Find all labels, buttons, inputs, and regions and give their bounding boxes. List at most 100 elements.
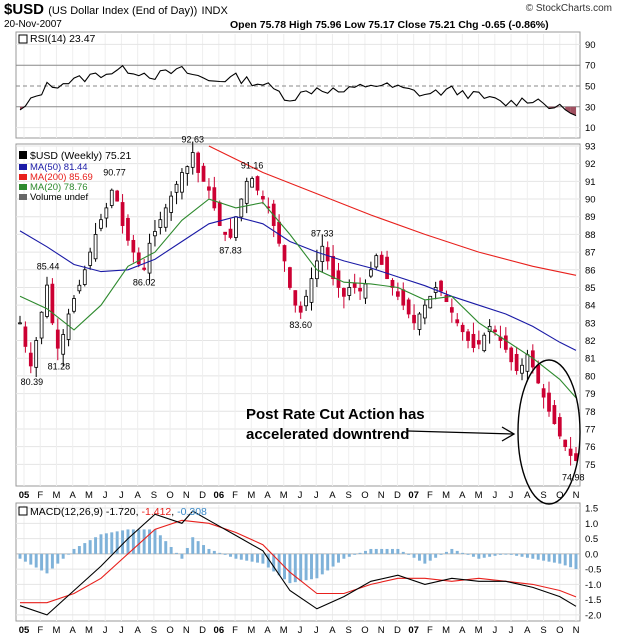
candle-body bbox=[455, 319, 460, 324]
macd-histogram-bar bbox=[407, 553, 411, 555]
candle-body bbox=[228, 228, 233, 238]
candle-body bbox=[304, 295, 308, 307]
ma200-legend-swatch bbox=[19, 174, 27, 180]
price-tick-label: 90 bbox=[585, 195, 596, 206]
macd-label: MACD(12,26,9) -1.720, -1.412, -0.308 bbox=[30, 506, 207, 518]
macd-histogram-bar bbox=[353, 553, 357, 555]
x-tick-label: A bbox=[524, 490, 531, 501]
candle-body bbox=[503, 335, 508, 350]
x-tick-label: J bbox=[103, 490, 108, 501]
histogram-value: -0.308 bbox=[177, 506, 207, 518]
x-tick-label: M bbox=[442, 490, 450, 501]
rsi-tick-label: 90 bbox=[585, 40, 596, 51]
macd-histogram-bar bbox=[531, 553, 535, 559]
x-tick-label: M bbox=[475, 625, 483, 636]
macd-histogram-bar bbox=[56, 553, 60, 564]
candle-body bbox=[406, 299, 411, 315]
macd-histogram-bar bbox=[94, 537, 98, 554]
x-tick-label: A bbox=[70, 625, 77, 636]
candle-body bbox=[174, 183, 179, 193]
ma50-line bbox=[19, 216, 577, 351]
x-tick-label: S bbox=[540, 490, 546, 501]
candle-body bbox=[55, 329, 60, 349]
macd-histogram-bar bbox=[515, 553, 519, 556]
macd-histogram-bar bbox=[256, 553, 259, 563]
macd-histogram-bar bbox=[223, 553, 227, 555]
price-label: $USD (Weekly) 75.21 bbox=[30, 150, 132, 162]
x-tick-label: 06 bbox=[214, 490, 225, 501]
x-tick-label: A bbox=[329, 490, 336, 501]
x-tick-label: A bbox=[134, 625, 141, 636]
macd-histogram-bar bbox=[239, 553, 243, 560]
rsi-tick-label: 50 bbox=[585, 82, 596, 93]
macd-histogram-bar bbox=[67, 553, 71, 555]
rsi-label: RSI(14) 23.47 bbox=[30, 33, 96, 45]
candle-body bbox=[369, 269, 373, 277]
annotation-arrowhead bbox=[501, 426, 516, 442]
macd-histogram-bar bbox=[450, 548, 454, 554]
chart-title: $USD (US Dollar Index (End of Day)) INDX bbox=[4, 1, 228, 18]
price-tick-label: 81 bbox=[585, 354, 596, 365]
x-tick-label: O bbox=[361, 625, 368, 636]
price-tick-label: 83 bbox=[585, 318, 596, 329]
x-tick-label: A bbox=[264, 625, 271, 636]
candle-body bbox=[401, 289, 406, 306]
candle-body bbox=[61, 334, 66, 355]
macd-histogram-bar bbox=[552, 553, 556, 563]
candle-body bbox=[72, 298, 76, 312]
candle-body bbox=[142, 267, 147, 270]
price-label-annotation: 85.44 bbox=[37, 262, 60, 272]
price-legend-swatch bbox=[19, 151, 27, 159]
macd-histogram-bar bbox=[326, 553, 330, 571]
candle-body bbox=[444, 295, 449, 303]
x-tick-label: 07 bbox=[408, 625, 419, 636]
macd-histogram-bar bbox=[331, 553, 335, 567]
stockcharts-logo: © StockCharts.com bbox=[525, 3, 612, 14]
candle-body bbox=[77, 284, 82, 292]
candle-body bbox=[471, 333, 476, 349]
macd-histogram-bar bbox=[401, 551, 405, 554]
macd-tick-label: -0.5 bbox=[585, 565, 601, 576]
macd-legend-swatch bbox=[18, 506, 28, 516]
candle-body bbox=[460, 324, 465, 333]
macd-histogram-bar bbox=[277, 553, 281, 576]
candle-body bbox=[93, 234, 98, 260]
x-tick-label: A bbox=[524, 625, 531, 636]
macd-histogram-bar bbox=[315, 553, 319, 579]
candle-body bbox=[136, 252, 141, 265]
macd-histogram-bar bbox=[320, 553, 324, 575]
x-tick-label: J bbox=[298, 490, 303, 501]
macd-histogram-bar bbox=[310, 553, 313, 580]
price-label-annotation: 87.83 bbox=[219, 245, 242, 255]
macd-histogram-bar bbox=[169, 547, 173, 554]
macd-histogram-bar bbox=[121, 530, 125, 554]
macd-histogram-bar bbox=[374, 548, 378, 554]
x-tick-label: S bbox=[346, 490, 352, 501]
macd-histogram-bar bbox=[202, 545, 206, 554]
macd-tick-label: -2.0 bbox=[585, 610, 601, 621]
macd-histogram-bar bbox=[72, 548, 76, 554]
candle-body bbox=[163, 207, 168, 228]
macd-histogram-bar bbox=[45, 553, 49, 574]
macd-histogram-bar bbox=[158, 535, 162, 554]
candle-body bbox=[514, 353, 519, 371]
price-tick-label: 88 bbox=[585, 230, 596, 241]
ohlc-summary: Open 75.78 High 75.96 Low 75.17 Close 75… bbox=[230, 19, 549, 31]
x-tick-label: M bbox=[442, 625, 450, 636]
price-tick-label: 84 bbox=[585, 301, 596, 312]
macd-histogram-bar bbox=[444, 551, 448, 554]
volume-legend-swatch bbox=[19, 194, 27, 200]
macd-histogram-bar bbox=[29, 553, 33, 565]
macd-histogram-bar bbox=[347, 553, 351, 557]
x-tick-label: O bbox=[556, 490, 563, 501]
candle-body bbox=[557, 417, 562, 437]
x-tick-label: M bbox=[85, 625, 93, 636]
macd-histogram-bar bbox=[83, 543, 87, 554]
macd-histogram-bar bbox=[185, 547, 189, 554]
macd-label-prefix: MACD(12,26,9) bbox=[30, 506, 103, 518]
x-tick-label: N bbox=[183, 490, 190, 501]
candle-body bbox=[190, 152, 195, 168]
candle-body bbox=[563, 439, 568, 448]
macd-histogram-bar bbox=[99, 534, 103, 554]
